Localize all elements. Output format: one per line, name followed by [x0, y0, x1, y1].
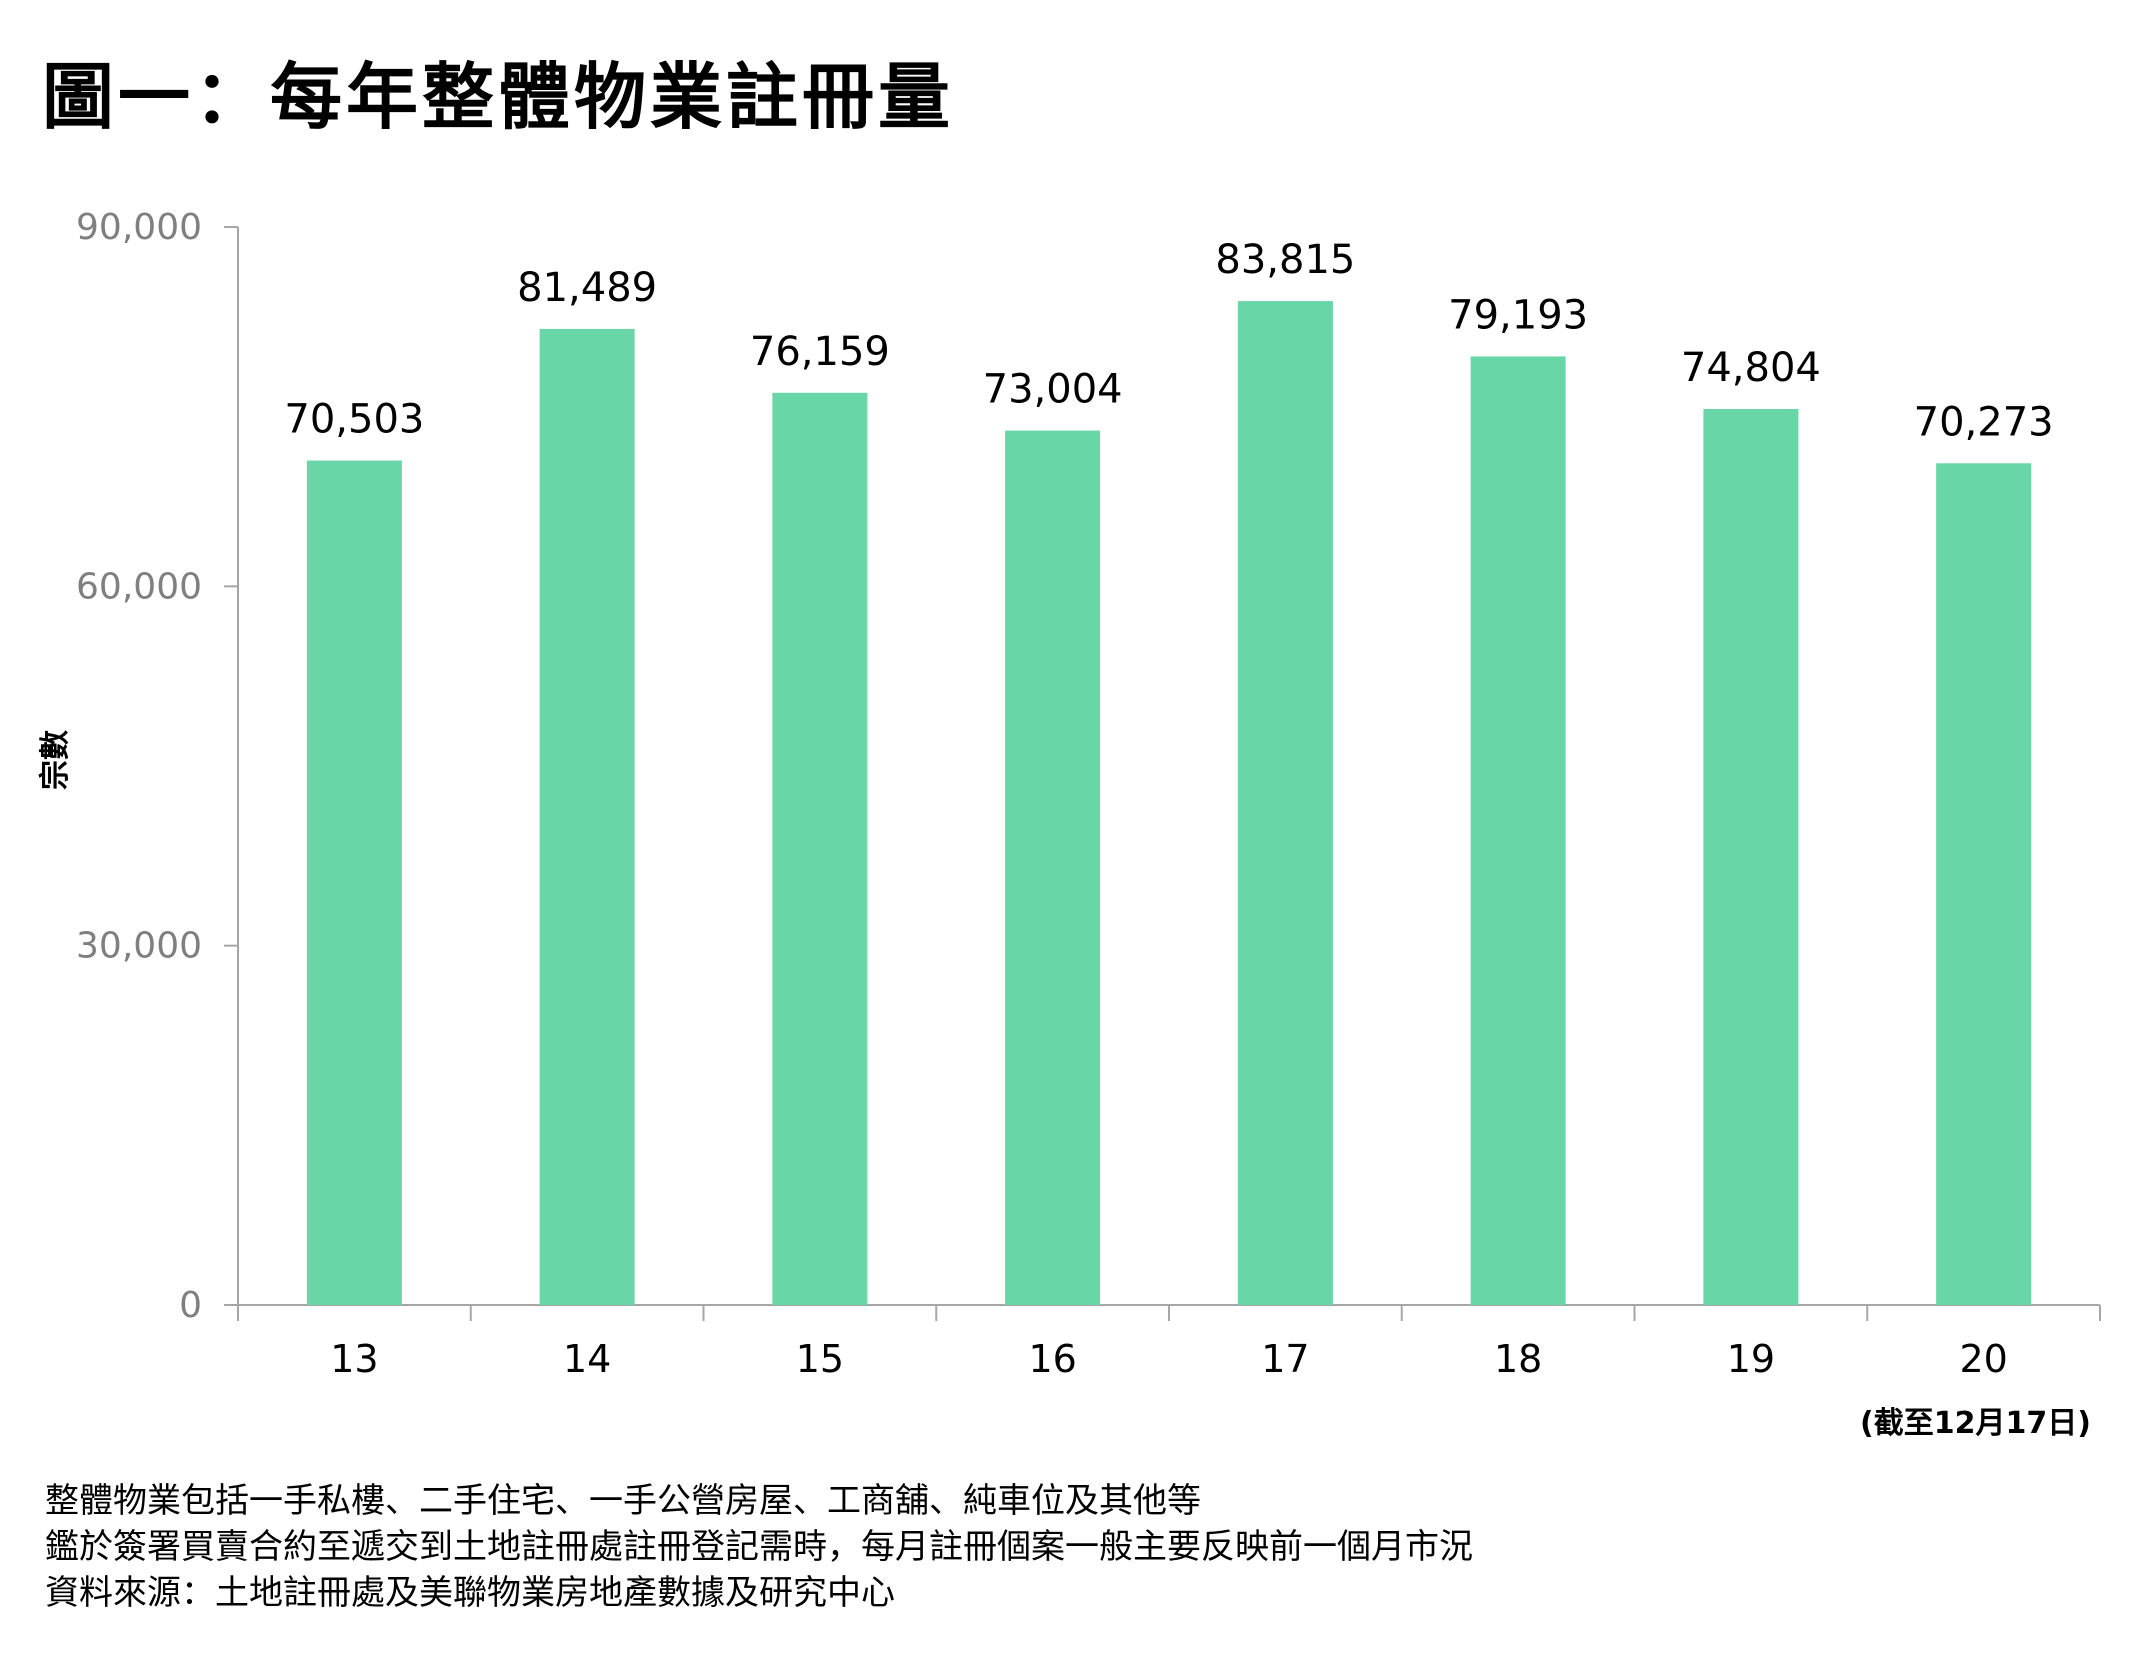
data-label: 81,489 — [517, 265, 657, 311]
data-label: 74,804 — [1681, 345, 1821, 391]
footnote-scope: 整體物業包括一手私樓、二手住宅、一手公營房屋、工商舖、純車位及其他等 — [45, 1481, 1201, 1521]
bar — [1470, 356, 1566, 1305]
bar — [772, 392, 868, 1305]
bar — [1237, 301, 1333, 1306]
x-tick-label: 19 — [1727, 1337, 1775, 1381]
x-tick-label: 15 — [796, 1337, 844, 1381]
x-tick-label: 20 — [1959, 1337, 2007, 1381]
footnotes: 整體物業包括一手私樓、二手住宅、一手公營房屋、工商舖、純車位及其他等 鑑於簽署買… — [45, 1478, 1473, 1616]
x-tick-label: 17 — [1261, 1337, 1309, 1381]
cutoff-annotation: (截至12月17日) — [1860, 1406, 2091, 1441]
data-label: 76,159 — [750, 329, 890, 375]
data-label: 79,193 — [1448, 292, 1588, 338]
bar — [1936, 463, 2032, 1305]
y-tick-label: 30,000 — [76, 926, 202, 967]
y-axis-label: 宗數 — [38, 730, 73, 790]
footnote-timing: 鑑於簽署買賣合約至遞交到土地註冊處註冊登記需時，每月註冊個案一般主要反映前一個月… — [45, 1527, 1473, 1567]
y-tick-label: 90,000 — [76, 207, 202, 248]
chart-title: 圖一：每年整體物業註冊量 — [42, 55, 955, 139]
x-tick-label: 14 — [563, 1337, 611, 1381]
footnote-source: 資料來源：土地註冊處及美聯物業房地產數據及研究中心 — [45, 1573, 895, 1613]
x-tick-label: 13 — [330, 1337, 378, 1381]
data-label: 70,273 — [1914, 399, 2054, 445]
y-axis-label-box: 宗數 — [22, 700, 82, 820]
data-label: 73,004 — [983, 367, 1123, 413]
y-tick-label: 0 — [179, 1285, 202, 1326]
bar — [1703, 409, 1799, 1306]
x-tick-label: 16 — [1028, 1337, 1076, 1381]
y-tick-label: 60,000 — [76, 566, 202, 607]
bar — [1005, 430, 1101, 1305]
bar — [306, 460, 402, 1305]
x-tick-label: 18 — [1494, 1337, 1542, 1381]
data-label: 83,815 — [1215, 237, 1355, 283]
data-label: 70,503 — [284, 397, 424, 443]
bar — [539, 328, 635, 1305]
